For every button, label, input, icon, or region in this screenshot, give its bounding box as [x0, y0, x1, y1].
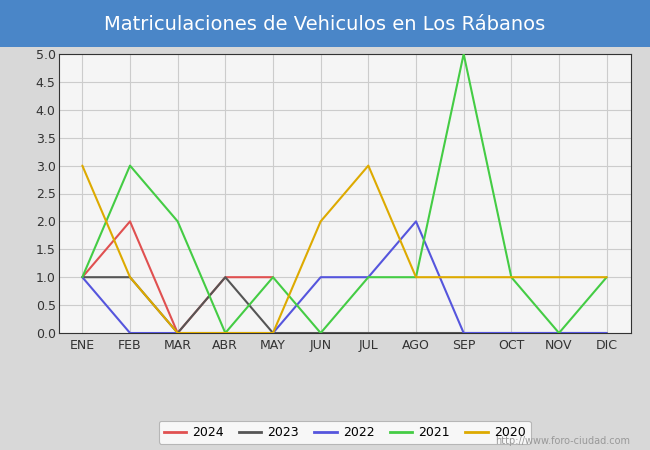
Text: Matriculaciones de Vehiculos en Los Rábanos: Matriculaciones de Vehiculos en Los Rába… [105, 15, 545, 34]
Text: http://www.foro-ciudad.com: http://www.foro-ciudad.com [495, 436, 630, 446]
Legend: 2024, 2023, 2022, 2021, 2020: 2024, 2023, 2022, 2021, 2020 [159, 421, 530, 444]
